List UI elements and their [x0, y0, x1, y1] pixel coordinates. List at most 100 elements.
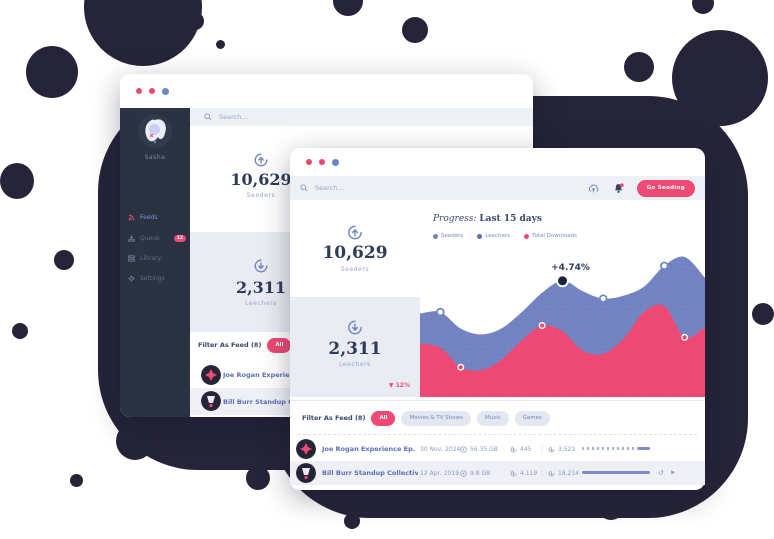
- decor-circle: [54, 250, 74, 270]
- legend-item-seeders: Seeders: [433, 233, 463, 239]
- sidebar-item-feeds[interactable]: Feeds: [128, 210, 186, 224]
- username: Sasha: [144, 154, 166, 161]
- disc-icon: [460, 445, 467, 453]
- window-minimize-button[interactable]: [319, 159, 325, 165]
- svg-text:+4.74%: +4.74%: [551, 263, 590, 273]
- filter-pill-games[interactable]: Games: [514, 410, 550, 426]
- leechers-label: Leechers: [339, 361, 371, 368]
- sidebar-item-label: Library: [140, 254, 161, 262]
- upload-circle-icon: [347, 224, 364, 245]
- torrent-title: Bill Burr Standup Collective: [322, 469, 418, 477]
- feed-row[interactable]: Joe Rogan Experience Ep. #68 30 Nov, 202…: [290, 437, 705, 461]
- torrent-avatar: [296, 439, 316, 459]
- rss-icon: [128, 214, 135, 220]
- torrent-size: 56.35 GB: [460, 437, 498, 461]
- search-bar: Go Seeding: [290, 176, 705, 200]
- torrent-avatar: [201, 365, 221, 385]
- legend-dot: [477, 233, 483, 239]
- feed-row[interactable]: Bill Burr Standup Collective 12 Apr, 201…: [290, 461, 705, 485]
- library-icon: [128, 254, 135, 262]
- row-actions: ↺ ⚑: [658, 461, 675, 485]
- leechers-delta: ▼ 12%: [388, 382, 410, 389]
- torrent-title: Bill Burr Standup Collective: [223, 397, 319, 406]
- filter-pill-music[interactable]: Music: [476, 410, 509, 426]
- filter-label: Filter As Feed (8): [198, 341, 262, 349]
- notifications-bell-icon[interactable]: [613, 182, 624, 194]
- leechers-label: Leechers: [245, 300, 277, 307]
- window-close-button[interactable]: [306, 159, 312, 165]
- filter-pill-movies[interactable]: Movies & TV Shows: [401, 410, 471, 426]
- sidebar-item-label: Feeds: [140, 213, 158, 221]
- window-zoom-button[interactable]: [162, 87, 169, 95]
- leechers-down-icon: [548, 470, 555, 476]
- window-minimize-button[interactable]: [149, 88, 155, 94]
- front-window: Go Seeding 10,629 Seeders 2,311 Leechers: [290, 148, 705, 490]
- decor-circle: [344, 513, 360, 529]
- window-chrome: [290, 148, 705, 176]
- gear-icon: [128, 274, 135, 282]
- legend-item-leechers: Leechers: [477, 233, 510, 239]
- cloud-upload-icon[interactable]: [588, 184, 599, 193]
- reseed-icon[interactable]: ↺: [658, 469, 664, 477]
- decor-circle: [84, 0, 202, 66]
- decor-circle: [70, 474, 83, 487]
- torrent-title: Joe Rogan Experience Ep. #68: [223, 371, 319, 379]
- seeders-count: 10,629: [322, 243, 388, 263]
- filter-pill-all[interactable]: All: [371, 410, 396, 426]
- search-input[interactable]: [313, 183, 407, 193]
- divider: [298, 434, 697, 435]
- filter-row: Filter As Feed (8) All Movies & TV Shows…: [302, 405, 550, 431]
- torrent-avatar: [201, 391, 221, 411]
- decor-circle: [0, 163, 34, 199]
- search-bar: [190, 108, 533, 126]
- torrent-title: Joe Rogan Experience Ep. #68: [322, 445, 418, 453]
- decor-circle: [12, 323, 28, 339]
- sidebar-item-label: Queue: [140, 234, 160, 242]
- feed-row[interactable]: Joe Rogan Experience Ep. #68: [190, 362, 533, 388]
- leechers-stat-card: 2,311 Leechers ▼ 12%: [290, 297, 420, 397]
- seeders-count: 10,629: [230, 170, 292, 189]
- legend-dot: [433, 233, 438, 239]
- decor-circle: [402, 17, 428, 43]
- column-separator: |: [541, 445, 544, 453]
- search-icon: [204, 113, 212, 121]
- go-seeding-button[interactable]: Go Seeding: [636, 179, 695, 197]
- leechers-count: 2,311: [328, 339, 382, 359]
- seeders-stat-card: 10,629 Seeders: [290, 200, 420, 297]
- torrent-date: 30 Nov, 2024: [420, 445, 461, 453]
- window-close-button[interactable]: [136, 88, 142, 94]
- decor-circle: [598, 494, 624, 520]
- decor-circle: [216, 40, 225, 49]
- window-zoom-button[interactable]: [332, 158, 339, 166]
- torrent-seeders: 445: [510, 437, 531, 461]
- flag-icon[interactable]: ⚑: [669, 469, 676, 477]
- search-icon: [300, 184, 308, 192]
- torrent-leechers: 3,521: [548, 437, 575, 461]
- column-separator: |: [541, 469, 544, 477]
- decor-circle: [752, 303, 774, 325]
- decor-circle: [692, 0, 714, 14]
- progress-chart: Progress: Last 15 days Seeders Leechers …: [420, 200, 705, 397]
- sidebar-item-settings[interactable]: Settings: [128, 271, 186, 285]
- sidebar-item-library[interactable]: Library: [128, 251, 186, 265]
- decor-circle: [246, 466, 270, 490]
- filter-label: Filter As Feed (8): [302, 414, 366, 422]
- decor-circle: [116, 422, 154, 460]
- filter-pill-all[interactable]: All: [267, 337, 292, 353]
- seeders-up-icon: [510, 470, 517, 476]
- chart-legend: Seeders Leechers Total Downloads: [433, 233, 577, 239]
- sidebar-item-queue[interactable]: Queue 12: [128, 231, 186, 245]
- search-input[interactable]: [217, 112, 311, 122]
- decor-circle: [624, 52, 654, 82]
- queue-count-badge: 12: [173, 234, 186, 242]
- user-avatar[interactable]: [138, 114, 172, 148]
- leechers-count: 2,311: [235, 278, 287, 297]
- seeders-label: Seeders: [340, 266, 370, 273]
- torrent-size: 9.8 GB: [460, 461, 490, 485]
- divider: [290, 400, 705, 401]
- upload-circle-icon: [253, 152, 269, 172]
- download-progress-bar: [582, 447, 650, 450]
- legend-item-total-downloads: Total Downloads: [524, 233, 577, 239]
- leechers-down-icon: [548, 446, 555, 452]
- seeders-up-icon: [510, 446, 517, 452]
